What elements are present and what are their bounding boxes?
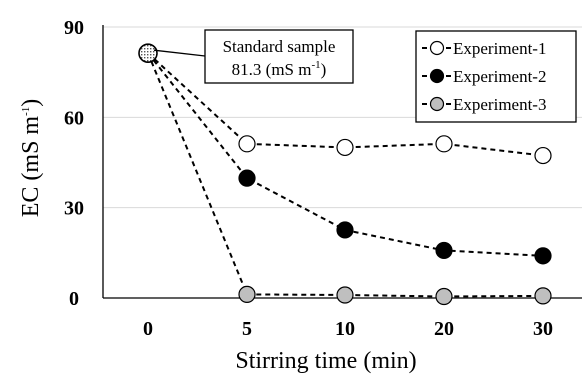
legend-label-1: Experiment-1 xyxy=(453,39,546,58)
annotation-leader-line xyxy=(153,49,206,57)
series-1-point-20 xyxy=(435,135,453,153)
annotation-line2: 81.3 (mS m-1) xyxy=(232,59,327,79)
y-axis-title: EC (mS m-1) xyxy=(18,99,44,218)
x-tick-label-20: 20 xyxy=(434,318,454,340)
series-3-point-30 xyxy=(534,287,552,305)
series-1-point-10 xyxy=(336,138,354,157)
series-1-point-30 xyxy=(534,146,552,165)
x-tick-label-10: 10 xyxy=(335,318,355,340)
annotation-box xyxy=(204,29,354,84)
y-tick-label-30: 30 xyxy=(64,198,84,220)
series-3-point-10 xyxy=(336,286,354,304)
legend-label-2: Experiment-2 xyxy=(453,67,546,86)
series-layer xyxy=(138,43,552,306)
standard-sample-point xyxy=(138,43,158,63)
y-tick-label-90: 90 xyxy=(64,17,84,39)
series-3-point-5 xyxy=(238,285,256,303)
legend-marker-3 xyxy=(429,96,445,112)
series-2-point-5 xyxy=(238,169,256,187)
series-1-point-5 xyxy=(238,135,256,153)
series-2-point-30 xyxy=(534,247,552,265)
annotation-line1: Standard sample xyxy=(223,37,336,56)
legend-marker-1 xyxy=(429,40,445,56)
series-2-point-10 xyxy=(336,221,354,239)
series-line-3 xyxy=(147,52,544,298)
x-tick-label-30: 30 xyxy=(533,318,553,340)
legend: Experiment-1 Experiment-2 Experiment-3 xyxy=(415,30,577,123)
y-tick-label-0: 0 xyxy=(69,288,79,310)
series-2-point-20 xyxy=(435,241,453,260)
y-tick-label-60: 60 xyxy=(64,107,84,129)
series-line-1 xyxy=(147,52,544,157)
x-tick-label-0: 0 xyxy=(143,318,153,340)
standard-annotation: Standard sample 81.3 (mS m-1) xyxy=(153,29,354,84)
x-tick-label-5: 5 xyxy=(242,318,252,340)
series-3-point-20 xyxy=(435,287,453,306)
legend-marker-2 xyxy=(429,68,445,84)
x-axis-title: Stirring time (min) xyxy=(235,348,416,374)
legend-label-3: Experiment-3 xyxy=(453,95,546,114)
